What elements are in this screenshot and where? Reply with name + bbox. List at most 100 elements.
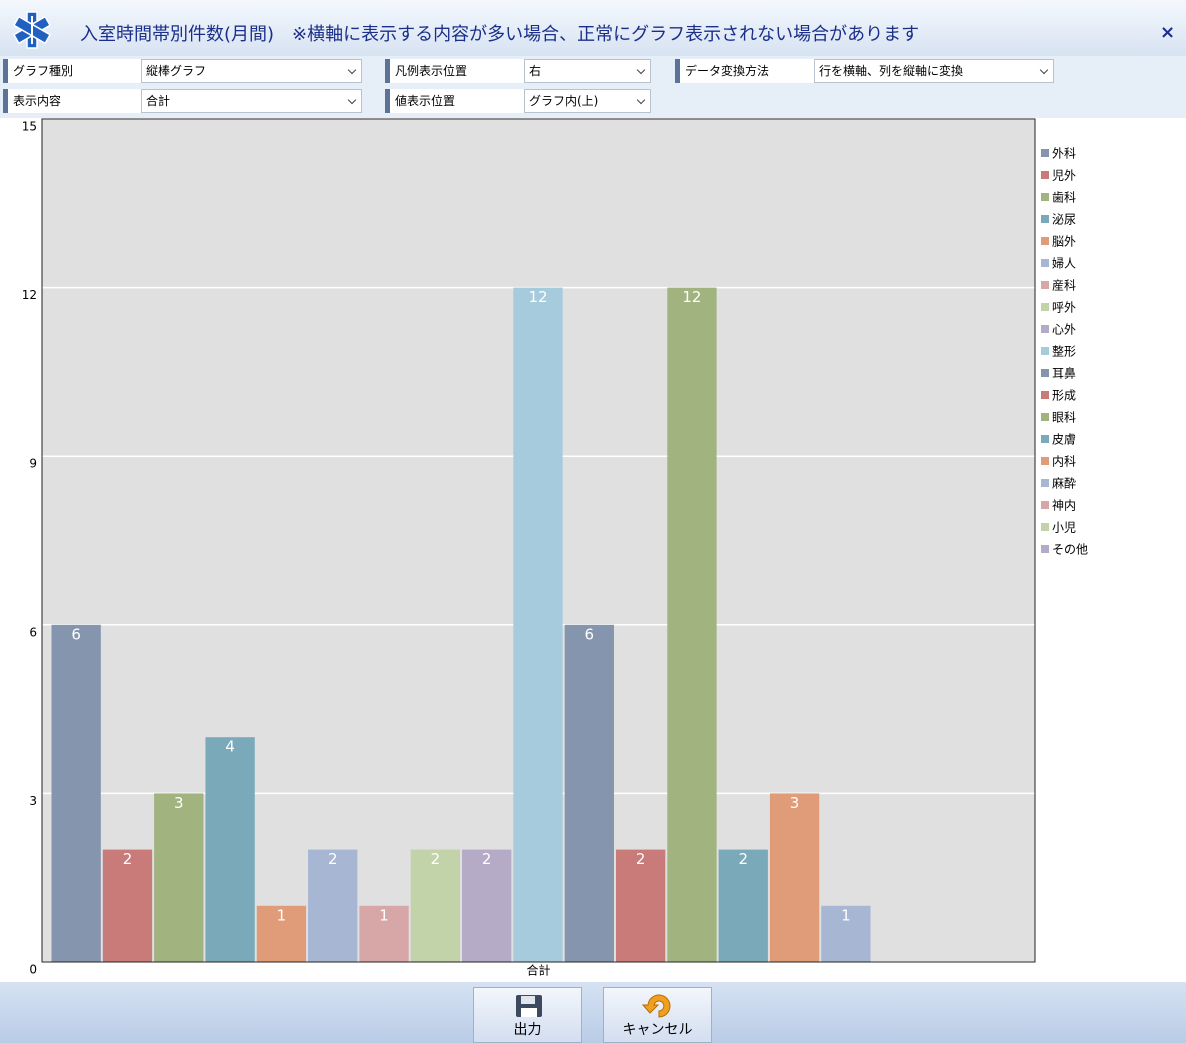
value-label: 4 (225, 738, 235, 756)
legend-label: 心外 (1052, 323, 1076, 337)
legend-label: 産科 (1052, 278, 1076, 293)
value-label: 12 (682, 288, 701, 306)
bar (821, 905, 871, 962)
bar (51, 624, 101, 962)
legend-swatch (1041, 259, 1049, 267)
title-bar: 入室時間帯別件数(月間) ※横軸に表示する内容が多い場合、正常にグラフ表示されな… (0, 0, 1186, 56)
bar (410, 849, 461, 962)
value-label: 1 (379, 906, 389, 924)
value-label: 6 (585, 625, 595, 643)
control-label: 表示内容 (3, 89, 141, 113)
y-tick-label: 0 (29, 963, 37, 977)
legend-swatch (1041, 281, 1049, 289)
legend-label: 形成 (1052, 389, 1076, 403)
bar (308, 849, 358, 962)
select[interactable]: 行を横軸、列を縦軸に変換 (814, 59, 1054, 83)
undo-icon (642, 994, 671, 1018)
close-button[interactable]: × (1160, 22, 1176, 43)
plot-border (41, 118, 1036, 963)
legend-label: 外科 (1052, 147, 1076, 161)
bar (564, 624, 614, 962)
control-label: 凡例表示位置 (385, 59, 524, 83)
legend-label: 小児 (1052, 521, 1076, 535)
legend-swatch (1041, 457, 1049, 465)
legend-swatch (1041, 479, 1049, 487)
legend-swatch (1041, 435, 1049, 443)
legend-swatch (1041, 347, 1049, 355)
value-label: 3 (174, 794, 184, 812)
bar (462, 849, 512, 962)
bar (256, 905, 307, 962)
legend-label: 耳鼻 (1052, 366, 1076, 381)
y-tick-label: 15 (22, 120, 37, 134)
legend-label: 泌尿 (1052, 213, 1076, 227)
legend-label: 婦人 (1052, 256, 1076, 271)
bar (102, 849, 153, 962)
legend-label: 眼科 (1052, 411, 1076, 425)
legend-label: その他 (1052, 543, 1088, 557)
x-tick-label: 合計 (526, 963, 550, 978)
legend-swatch (1041, 303, 1049, 311)
save-icon (516, 995, 542, 1017)
bar (154, 793, 204, 962)
select[interactable]: 縦棒グラフ (141, 59, 362, 83)
button-label: 出力 (513, 1022, 542, 1038)
control-label: グラフ種別 (3, 59, 141, 83)
legend-label: 脳外 (1052, 235, 1076, 249)
bar (718, 849, 768, 962)
value-label: 2 (328, 850, 338, 868)
legend-swatch (1041, 325, 1049, 333)
bar (615, 849, 666, 962)
value-label: 2 (431, 850, 441, 868)
bar (667, 287, 717, 963)
control-label: 値表示位置 (385, 89, 524, 113)
control-label: データ変換方法 (675, 59, 814, 83)
select[interactable]: 右 (524, 59, 651, 83)
value-label: 2 (123, 850, 133, 868)
legend-label: 児外 (1052, 169, 1076, 183)
legend-swatch (1041, 501, 1049, 509)
app-icon (13, 11, 51, 49)
y-tick-label: 12 (22, 288, 37, 302)
cancel-button[interactable]: キャンセル (603, 987, 712, 1043)
bar (769, 793, 820, 962)
bar (205, 737, 255, 962)
legend-label: 整形 (1052, 344, 1076, 359)
y-tick-label: 6 (29, 625, 37, 639)
value-label: 6 (71, 625, 81, 643)
legend-swatch (1041, 413, 1049, 421)
value-label: 12 (528, 288, 547, 306)
legend-swatch (1041, 369, 1049, 377)
value-label: 2 (636, 850, 646, 868)
value-label: 3 (790, 794, 800, 812)
select[interactable]: 合計 (141, 89, 362, 113)
legend-swatch (1041, 237, 1049, 245)
legend-label: 内科 (1052, 455, 1076, 469)
legend-swatch (1041, 391, 1049, 399)
legend-swatch (1041, 545, 1049, 553)
control-bar: グラフ種別 縦棒グラフ 凡例表示位置 右 データ変換方法 行を横軸、列を縦軸に変… (0, 56, 1186, 118)
legend-label: 麻酔 (1052, 476, 1076, 491)
legend-label: 皮膚 (1052, 432, 1076, 447)
select[interactable]: グラフ内(上) (524, 89, 651, 113)
value-label: 1 (841, 906, 851, 924)
legend-swatch (1041, 171, 1049, 179)
window-title: 入室時間帯別件数(月間) ※横軸に表示する内容が多い場合、正常にグラフ表示されな… (80, 24, 920, 45)
legend-swatch (1041, 523, 1049, 531)
value-label: 2 (482, 850, 492, 868)
y-tick-label: 9 (29, 457, 37, 471)
bottom-bar (0, 982, 1186, 1043)
bar (359, 905, 409, 962)
legend-swatch (1041, 149, 1049, 157)
output-button[interactable]: 出力 (473, 987, 582, 1043)
legend-swatch (1041, 215, 1049, 223)
y-tick-label: 3 (29, 794, 37, 808)
legend-label: 神内 (1052, 499, 1076, 513)
legend-swatch (1041, 193, 1049, 201)
value-label: 2 (738, 850, 748, 868)
legend-label: 呼外 (1052, 301, 1076, 315)
button-label: キャンセル (622, 1022, 693, 1038)
bar (513, 287, 563, 963)
